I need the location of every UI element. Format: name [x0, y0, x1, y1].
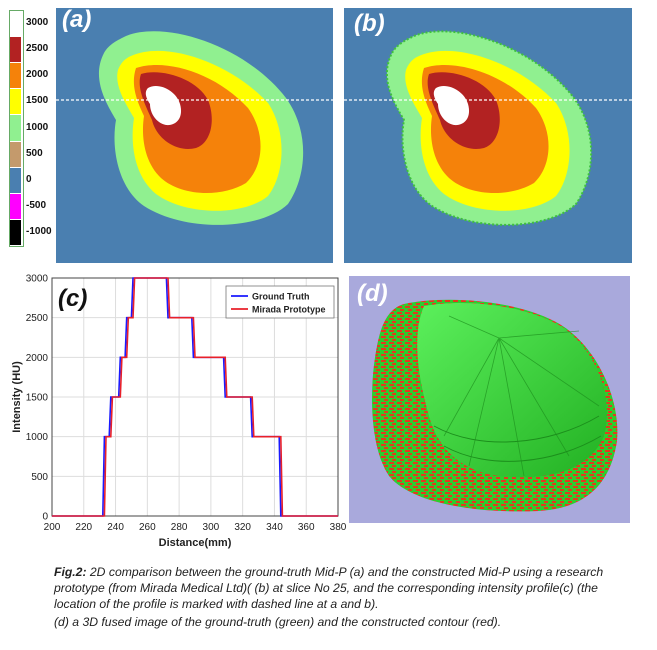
legend-label: Ground Truth — [252, 292, 310, 302]
y-tick-label: 2000 — [26, 353, 49, 364]
panel-c-chart: 200 220 240 260 280 300 320 340 360 380 0 500 1000 1… — [11, 274, 346, 550]
caption-text: 2D comparison between the ground-truth M… — [54, 565, 604, 611]
fused-3d-image — [372, 299, 618, 512]
panel-b: (b) — [344, 8, 632, 263]
x-tick-label: 240 — [107, 522, 124, 533]
figure-number: Fig.2: — [54, 565, 87, 579]
panel-a-label: (a) — [62, 8, 92, 33]
figure-caption: Fig.2: 2D comparison between the ground-… — [54, 564, 624, 630]
colorbar: 3000 2500 2000 1500 1000 500 0 -500 -1000 — [6, 10, 54, 247]
y-tick-label: 3000 — [26, 274, 49, 285]
colorbar-swatch — [10, 89, 21, 115]
x-tick-label: 220 — [75, 522, 92, 533]
caption-text-d: (d) a 3D fused image of the ground-truth… — [54, 615, 502, 629]
y-axis-ticks: 0 500 1000 1500 2000 2500 3000 — [26, 274, 49, 523]
x-tick-label: 360 — [298, 522, 315, 533]
panel-d-label: (d) — [357, 280, 388, 307]
x-tick-label: 260 — [139, 522, 156, 533]
colorbar-swatch — [10, 37, 21, 63]
x-axis-label: Distance(mm) — [159, 537, 232, 549]
colorbar-label: 3000 — [26, 17, 49, 29]
panel-c-label: (c) — [58, 285, 87, 312]
legend-label: Mirada Prototype — [252, 305, 326, 315]
colorbar-label: -500 — [26, 199, 47, 211]
colorbar-label: -1000 — [26, 225, 52, 237]
colorbar-label: 500 — [26, 147, 43, 159]
y-tick-label: 0 — [42, 512, 48, 523]
panel-a: (a) — [56, 8, 333, 263]
y-tick-label: 2500 — [26, 313, 49, 324]
colorbar-label: 2500 — [26, 43, 49, 55]
panel-d: (d) — [349, 276, 630, 523]
colorbar-label: 1000 — [26, 121, 49, 133]
x-tick-label: 320 — [234, 522, 251, 533]
series-line — [52, 277, 338, 517]
x-tick-label: 340 — [266, 522, 283, 533]
colorbar-label: 1500 — [26, 95, 49, 107]
slice-image-constructed — [386, 30, 593, 226]
slice-image-ground-truth — [98, 31, 304, 225]
x-axis-ticks: 200 220 240 260 280 300 320 340 360 380 — [44, 522, 346, 533]
y-tick-label: 1000 — [26, 432, 49, 443]
x-tick-label: 300 — [203, 522, 220, 533]
colorbar-swatch — [10, 11, 21, 37]
x-tick-label: 200 — [44, 522, 61, 533]
chart-series — [52, 277, 338, 517]
chart-frame — [51, 277, 339, 517]
colorbar-label: 0 — [26, 173, 32, 185]
panel-b-label: (b) — [354, 10, 385, 37]
colorbar-swatch — [10, 167, 21, 193]
legend-box — [225, 285, 335, 319]
y-tick-label: 500 — [31, 472, 48, 483]
chart-legend: Ground Truth Mirada Prototype — [225, 285, 335, 319]
colorbar-label: 2000 — [26, 69, 49, 81]
colorbar-swatch — [10, 141, 21, 167]
colorbar-swatch — [10, 219, 21, 245]
colorbar-swatch — [10, 115, 21, 141]
y-axis-label: Intensity (HU) — [11, 361, 23, 433]
y-tick-label: 1500 — [26, 393, 49, 404]
colorbar-swatch — [10, 63, 21, 89]
x-tick-label: 280 — [171, 522, 188, 533]
profile-line — [56, 99, 632, 101]
x-tick-label: 380 — [330, 522, 346, 533]
colorbar-swatch — [10, 193, 21, 219]
